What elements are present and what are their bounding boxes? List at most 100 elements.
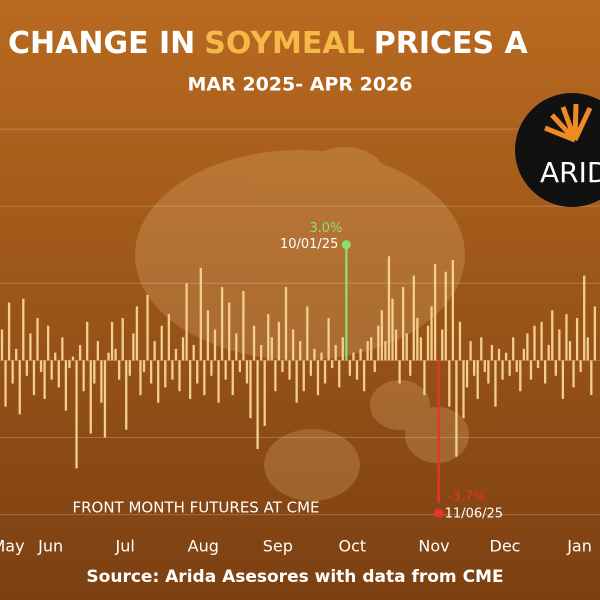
bar [529,360,533,380]
bar [256,360,259,450]
bar [25,360,28,376]
bar [174,348,178,361]
x-tick-label: Oct [339,537,367,556]
bar [554,360,557,376]
bar [565,314,568,361]
value-label: -3.7% [448,490,486,505]
bar [512,337,515,361]
bar [206,310,210,361]
bar [171,360,174,380]
bar [274,360,277,392]
bar [270,337,273,361]
bar [306,306,309,361]
bar [61,337,64,361]
bar [181,337,185,361]
bar [242,291,245,361]
bar [217,360,220,403]
bar [575,317,579,361]
bar [593,306,596,361]
bar [402,287,405,361]
bar [220,287,224,361]
note: FRONT MONTH FUTURES AT CME [72,499,319,517]
bar [487,360,490,384]
value-label: 3.0% [309,221,342,236]
bar [164,360,167,388]
bar [29,333,32,361]
bar [245,360,249,384]
bar [586,337,589,361]
subtitle: MAR 2025- APR 2026 [188,74,413,96]
bar [196,360,199,384]
date-label: 10/01/25 [280,237,338,252]
bar [338,360,341,388]
bar [451,260,454,361]
bar [444,271,447,361]
bar [469,341,472,361]
bar [78,344,82,361]
bar [160,325,163,361]
bar [110,321,114,361]
bar [561,360,565,399]
bar [139,360,142,396]
bar [473,360,476,376]
bar [11,360,14,384]
bar [39,360,43,372]
date-label: 11/06/25 [445,507,503,522]
bar [249,360,252,419]
bar [490,344,494,361]
bar [331,360,334,369]
bar [334,344,337,361]
bar [238,360,241,372]
bar [228,302,231,361]
plot: 3.0%10/01/25 -3.7% 11/06/25 [0,128,600,522]
bar [302,360,305,392]
bar [7,302,11,361]
bar [0,329,4,361]
bar [135,306,139,361]
bar [458,321,462,361]
bar [199,267,202,361]
bar [441,329,444,361]
bar [260,344,263,361]
bar [551,310,554,361]
bar [558,329,561,361]
bar [366,341,369,361]
bar [54,352,57,361]
bar [231,360,234,396]
x-tick-label: May [0,537,25,556]
bar [380,310,383,361]
bar [93,360,96,384]
bar [50,360,53,380]
bar [373,360,376,372]
bar [288,360,291,380]
x-tick-label: Dec [490,537,521,556]
logo: ARIDA [515,93,600,207]
x-tick-label: Jun [37,537,63,556]
bar [284,287,288,361]
bar [327,317,330,361]
chart-title: CHANGE IN SOYMEAL PRICES A [8,26,529,61]
bar [224,360,227,380]
logo-circle [515,93,600,207]
bar [476,360,479,399]
x-tick-label: Jan [566,537,592,556]
bar [157,360,160,403]
bar [533,325,536,361]
bar [579,360,582,372]
bar [15,348,18,361]
bar [118,360,121,380]
logo-rays [544,103,593,143]
bar [547,344,550,361]
bar [71,356,75,361]
bar [267,314,270,361]
bar [64,360,68,411]
bar [210,360,213,376]
title-part: PRICES A [374,26,529,61]
bar [68,360,71,369]
bar [22,298,25,361]
bar [448,360,451,407]
bar [18,360,21,415]
bar [526,333,529,361]
